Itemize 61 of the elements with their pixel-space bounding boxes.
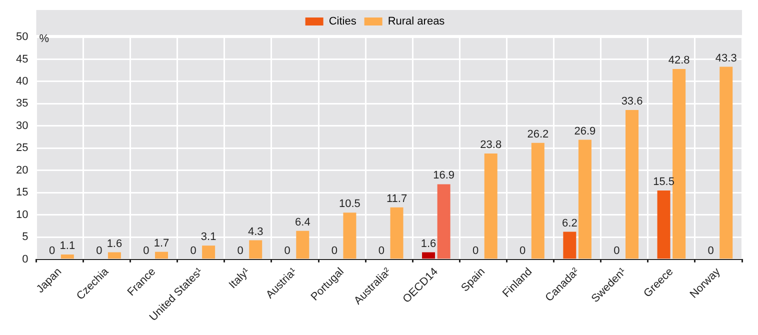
bar bbox=[390, 207, 404, 259]
bar bbox=[531, 142, 544, 259]
data-label: 0 bbox=[284, 244, 290, 257]
bar bbox=[108, 252, 121, 259]
data-label: 4.3 bbox=[248, 226, 264, 238]
data-label: 42.8 bbox=[668, 54, 690, 67]
bar bbox=[626, 110, 639, 259]
data-label: 0 bbox=[96, 244, 102, 257]
data-label: 26.2 bbox=[527, 128, 549, 140]
bar bbox=[249, 240, 262, 259]
bar bbox=[657, 190, 670, 259]
bar bbox=[296, 230, 310, 259]
data-label: 0 bbox=[143, 244, 150, 257]
y-tick-label: 10 bbox=[16, 208, 28, 221]
data-label: 43.3 bbox=[715, 52, 737, 64]
y-tick-label: 35 bbox=[16, 98, 28, 110]
data-label: 0 bbox=[190, 244, 196, 257]
data-label: 0 bbox=[378, 244, 385, 257]
data-label: 0 bbox=[49, 244, 56, 257]
data-label: 26.9 bbox=[574, 125, 596, 138]
bar bbox=[155, 252, 168, 259]
y-tick-label: 0 bbox=[22, 253, 28, 266]
data-label: 23.8 bbox=[480, 139, 502, 152]
bar bbox=[422, 252, 436, 259]
data-label: 1.7 bbox=[154, 237, 170, 250]
data-label: 3.1 bbox=[200, 231, 216, 244]
bar bbox=[60, 254, 74, 259]
y-tick-label: 15 bbox=[16, 186, 28, 199]
legend-label: Rural areas bbox=[388, 16, 446, 28]
data-label: 0 bbox=[614, 244, 620, 257]
y-tick-label: 20 bbox=[16, 164, 28, 176]
data-label: 33.6 bbox=[621, 95, 643, 108]
bar bbox=[578, 140, 592, 259]
bar bbox=[343, 212, 356, 259]
y-tick-label: 25 bbox=[16, 142, 28, 154]
data-label: 16.9 bbox=[433, 170, 455, 182]
bar bbox=[484, 154, 498, 259]
y-tick-label: 5 bbox=[22, 231, 28, 244]
data-label: 0 bbox=[472, 244, 479, 257]
data-label: 1.6 bbox=[420, 238, 436, 250]
data-label: 11.7 bbox=[386, 192, 408, 205]
data-label: 6.2 bbox=[562, 217, 578, 230]
bar bbox=[720, 66, 733, 259]
data-label: 6.4 bbox=[295, 216, 310, 228]
bar bbox=[437, 184, 450, 259]
bar bbox=[672, 69, 686, 259]
data-label: 0 bbox=[331, 244, 338, 257]
data-label: 1.6 bbox=[106, 238, 122, 250]
bar bbox=[563, 232, 576, 259]
data-label: 10.5 bbox=[339, 198, 360, 210]
legend-label: Cities bbox=[328, 16, 357, 28]
y-axis-title: % bbox=[39, 33, 50, 46]
data-label: 0 bbox=[708, 244, 714, 257]
y-tick-label: 30 bbox=[16, 120, 28, 132]
data-label: 0 bbox=[520, 244, 526, 257]
y-tick-label: 45 bbox=[16, 53, 28, 66]
data-label: 1.1 bbox=[60, 240, 76, 252]
bar bbox=[202, 246, 216, 259]
y-tick-label: 40 bbox=[16, 76, 28, 88]
data-label: 0 bbox=[237, 244, 244, 257]
y-tick-label: 50 bbox=[16, 31, 28, 44]
